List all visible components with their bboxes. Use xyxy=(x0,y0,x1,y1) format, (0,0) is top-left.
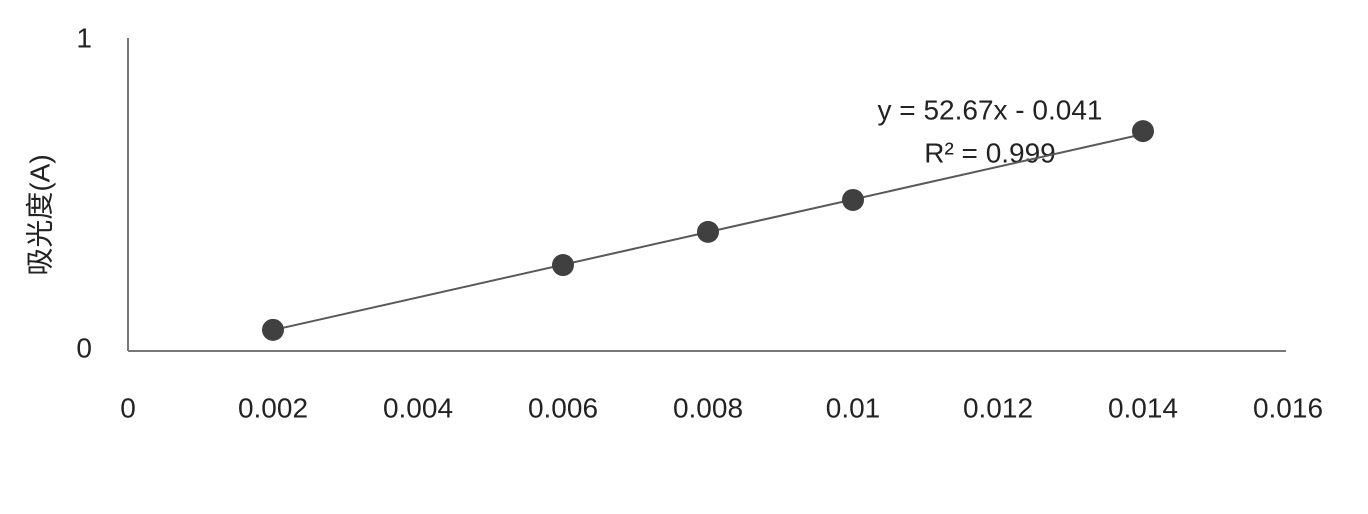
trendline-equation: y = 52.67x - 0.041 xyxy=(878,94,1103,125)
x-tick-label: 0.012 xyxy=(963,392,1033,423)
x-tick-label: 0.008 xyxy=(673,392,743,423)
y-tick-label: 1 xyxy=(76,22,92,53)
x-tick-label: 0.016 xyxy=(1253,392,1323,423)
data-point xyxy=(697,220,719,243)
data-point xyxy=(262,318,284,341)
y-tick-label: 0 xyxy=(76,332,92,363)
x-tick-label: 0.004 xyxy=(383,392,453,423)
x-tick-label: 0.006 xyxy=(528,392,598,423)
data-point xyxy=(552,254,574,277)
data-point xyxy=(1132,120,1154,143)
data-point xyxy=(842,188,864,211)
x-tick-label: 0.002 xyxy=(238,392,308,423)
x-tick-label: 0 xyxy=(120,392,136,423)
r-squared: R² = 0.999 xyxy=(924,137,1056,168)
x-tick-label: 0.01 xyxy=(826,392,881,423)
x-tick-label: 0.014 xyxy=(1108,392,1178,423)
y-axis-title: 吸光度(A) xyxy=(24,154,55,275)
